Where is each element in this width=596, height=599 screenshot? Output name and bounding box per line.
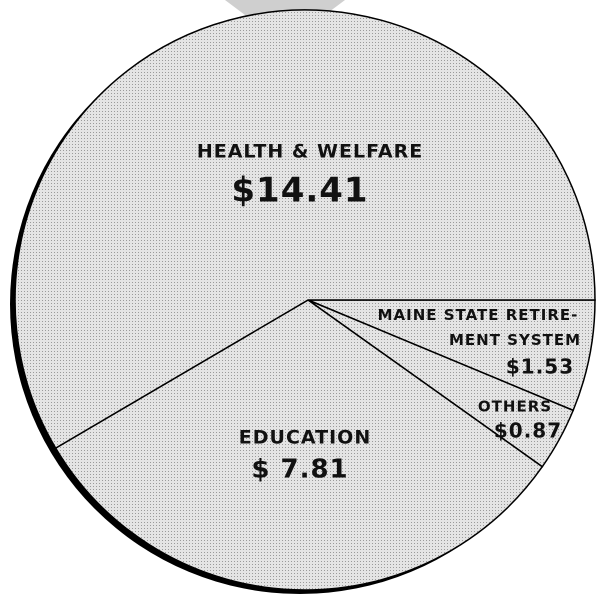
value-label: $1.53 — [506, 355, 574, 379]
slice-label: HEALTH & WELFARE — [197, 141, 423, 163]
value-label: $ 7.81 — [251, 455, 348, 485]
value-label: $0.87 — [494, 419, 562, 443]
slice-label: OTHERS — [478, 398, 552, 416]
pie-slice — [14, 9, 596, 450]
value-label: $14.41 — [231, 171, 368, 211]
pie-slice — [54, 299, 544, 591]
slice-label: MAINE STATE RETIRE-MENT SYSTEM — [378, 306, 581, 349]
slice-label: EDUCATION — [239, 427, 371, 449]
